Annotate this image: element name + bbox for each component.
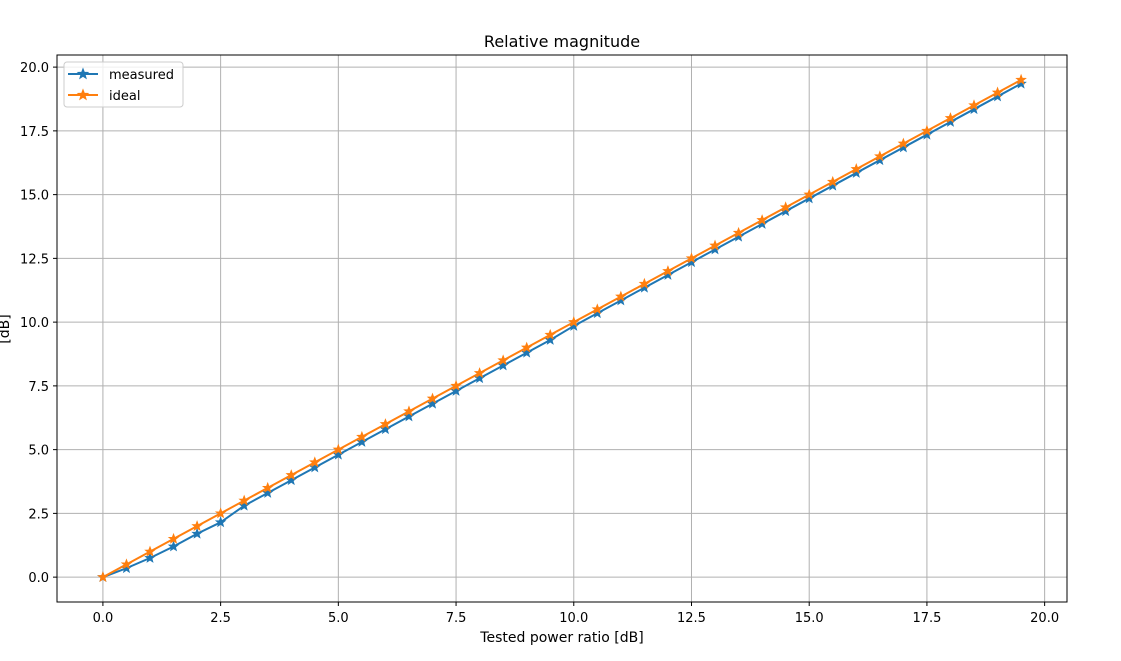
data-point-measured [356, 435, 368, 447]
data-point-measured [309, 461, 321, 473]
x-tick-label: 17.5 [912, 611, 941, 626]
data-point-ideal [403, 405, 415, 417]
x-tick-label: 5.0 [328, 611, 349, 626]
data-point-ideal [238, 494, 250, 506]
data-point-measured [191, 527, 203, 539]
data-point-ideal [568, 316, 580, 328]
y-tick-label: 5.0 [28, 444, 49, 459]
legend-marker-ideal [76, 88, 90, 101]
data-point-ideal [191, 520, 203, 532]
data-point-measured [238, 499, 250, 511]
data-point-ideal [356, 430, 368, 442]
data-point-ideal [968, 99, 980, 111]
data-point-measured [167, 540, 180, 552]
data-point-ideal [991, 86, 1004, 98]
y-tick-label: 15.0 [20, 189, 49, 204]
legend: measured ideal [63, 61, 184, 108]
data-point-ideal [874, 150, 886, 162]
data-point-ideal [167, 532, 180, 544]
x-tick-label: 0.0 [93, 611, 114, 626]
chart-title: Relative magnitude [484, 32, 640, 51]
data-point-ideal [144, 545, 156, 557]
data-point-measured [450, 384, 462, 396]
data-point-ideal [709, 239, 721, 251]
series-line-measured [102, 82, 1022, 579]
data-point-ideal [309, 456, 321, 468]
y-tick-label: 12.5 [20, 252, 49, 267]
data-point-ideal [897, 137, 910, 149]
data-point-ideal [638, 277, 651, 289]
data-point-measured [379, 423, 392, 435]
y-tick-label: 20.0 [20, 61, 49, 76]
data-point-ideal [520, 341, 533, 353]
plot-frame [56, 54, 1068, 603]
data-point-ideal [379, 418, 392, 430]
x-tick-label: 12.5 [677, 611, 706, 626]
x-tick-label: 7.5 [446, 611, 467, 626]
x-tick-label: 10.0 [559, 611, 588, 626]
series-ideal [97, 73, 1027, 583]
x-axis-label: Tested power ratio [dB] [479, 630, 643, 646]
data-point-ideal [544, 328, 556, 340]
y-tick-label: 10.0 [20, 316, 49, 331]
data-point-measured [403, 410, 415, 422]
data-point-measured [426, 397, 439, 409]
series-layer [97, 73, 1027, 583]
data-point-measured [520, 346, 533, 358]
legend-label-ideal: ideal [109, 89, 140, 104]
data-point-ideal [97, 571, 109, 583]
data-point-measured [473, 372, 486, 384]
y-tick-label: 0.0 [28, 571, 49, 586]
data-point-ideal [426, 392, 439, 404]
data-point-ideal [120, 558, 133, 570]
data-point-ideal [732, 226, 745, 238]
ticks: 0.0 2.5 5.0 7.5 10.0 12.5 15.0 17.5 20.0 0.0 2.5 5.… [20, 61, 1059, 626]
data-point-measured [144, 551, 156, 563]
data-point-measured [332, 448, 345, 460]
data-point-ideal [473, 367, 486, 379]
data-point-measured [544, 333, 556, 345]
data-point-ideal [214, 507, 227, 519]
data-point-ideal [756, 214, 768, 226]
data-point-measured [261, 486, 274, 498]
data-point-ideal [662, 265, 674, 277]
data-point-measured [497, 359, 509, 371]
data-point-ideal [826, 175, 839, 187]
y-axis-label: [dB] [0, 314, 13, 343]
data-point-ideal [261, 481, 274, 493]
x-tick-label: 2.5 [210, 611, 231, 626]
x-tick-label: 20.0 [1030, 611, 1059, 626]
y-tick-label: 2.5 [28, 507, 49, 522]
data-point-ideal [803, 188, 815, 200]
data-point-measured [285, 474, 298, 486]
data-point-ideal [591, 303, 604, 315]
data-point-ideal [450, 379, 462, 391]
data-point-ideal [685, 252, 698, 264]
data-point-ideal [497, 354, 509, 366]
x-tick-label: 15.0 [795, 611, 824, 626]
legend-label-measured: measured [109, 68, 174, 83]
data-point-ideal [1015, 73, 1027, 85]
data-point-ideal [850, 163, 863, 175]
data-point-ideal [285, 469, 298, 481]
grid [57, 55, 1067, 602]
series-line-ideal [102, 78, 1022, 579]
y-tick-label: 17.5 [20, 125, 49, 140]
data-point-ideal [779, 201, 792, 213]
legend-marker-measured [76, 67, 90, 80]
data-point-measured [214, 516, 227, 528]
data-point-ideal [615, 290, 627, 302]
data-point-ideal [944, 112, 957, 124]
data-point-ideal [332, 443, 345, 455]
data-point-ideal [921, 124, 933, 136]
y-tick-label: 7.5 [28, 380, 49, 395]
